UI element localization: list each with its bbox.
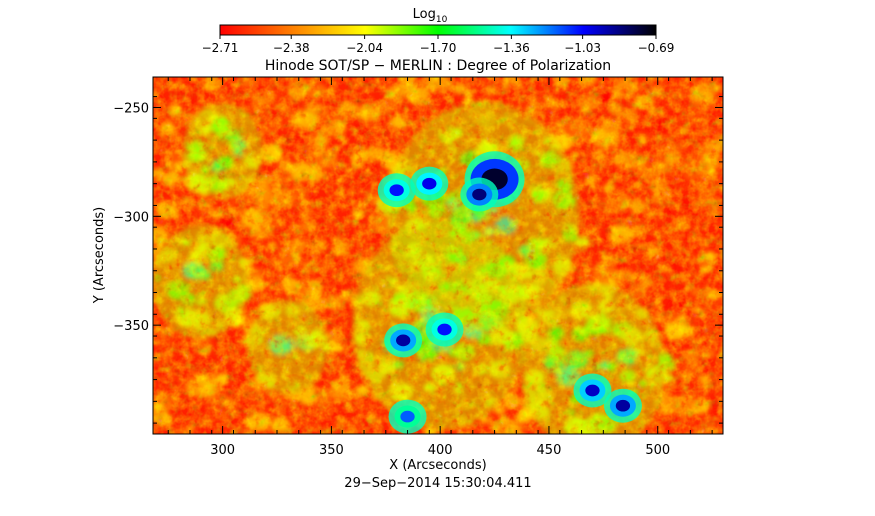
plot-frame bbox=[152, 76, 724, 435]
x-tick-label: 500 bbox=[645, 443, 670, 458]
x-axis-label: X (Arcseconds) bbox=[389, 458, 486, 473]
feature-core bbox=[615, 399, 631, 412]
colorbar-tick-label: −2.04 bbox=[346, 41, 383, 55]
feature-core bbox=[400, 410, 415, 423]
feature-core bbox=[437, 323, 452, 336]
y-tick-label: −300 bbox=[113, 210, 149, 225]
y-axis-ticks: −250 −300 −350 bbox=[113, 96, 723, 424]
feature-core bbox=[585, 384, 600, 397]
granulation-texture bbox=[153, 77, 723, 434]
x-tick-label: 300 bbox=[210, 443, 235, 458]
colorbar-tick-label: −2.38 bbox=[273, 41, 310, 55]
colorbar-label-main: Log bbox=[413, 7, 436, 22]
feature-core bbox=[396, 334, 411, 347]
feature-core bbox=[422, 177, 437, 190]
colorbar-tick-label: −1.36 bbox=[493, 41, 530, 55]
feature-core bbox=[389, 184, 404, 197]
colorbar bbox=[219, 24, 657, 36]
colorbar-tick-label: −1.70 bbox=[420, 41, 457, 55]
feature-core bbox=[472, 188, 487, 201]
observation-timestamp: 29−Sep−2014 15:30:04.411 bbox=[344, 476, 531, 491]
x-tick-label: 450 bbox=[537, 443, 562, 458]
feature-markers bbox=[377, 151, 642, 434]
chart-title: Hinode SOT/SP − MERLIN : Degree of Polar… bbox=[265, 58, 611, 74]
colorbar-label: Log10 bbox=[413, 7, 448, 25]
x-tick-label: 400 bbox=[428, 443, 453, 458]
plot-area bbox=[153, 77, 723, 434]
colorbar-label-sub: 10 bbox=[436, 15, 448, 25]
y-tick-label: −250 bbox=[113, 101, 149, 116]
y-tick-label: −350 bbox=[113, 319, 149, 334]
colorbar-tick-label: −0.69 bbox=[638, 41, 675, 55]
x-tick-label: 350 bbox=[319, 443, 344, 458]
y-axis-label: Y (Arcseconds) bbox=[92, 207, 107, 304]
colorbar-tick-label: −2.71 bbox=[202, 41, 239, 55]
x-axis-ticks: 300 350 400 450 500 bbox=[167, 77, 713, 458]
colorbar-ticks: −2.71 −2.38 −2.04 −1.70 −1.36 −1.03 −0.69 bbox=[202, 35, 675, 55]
colorbar-tick-label: −1.03 bbox=[564, 41, 601, 55]
